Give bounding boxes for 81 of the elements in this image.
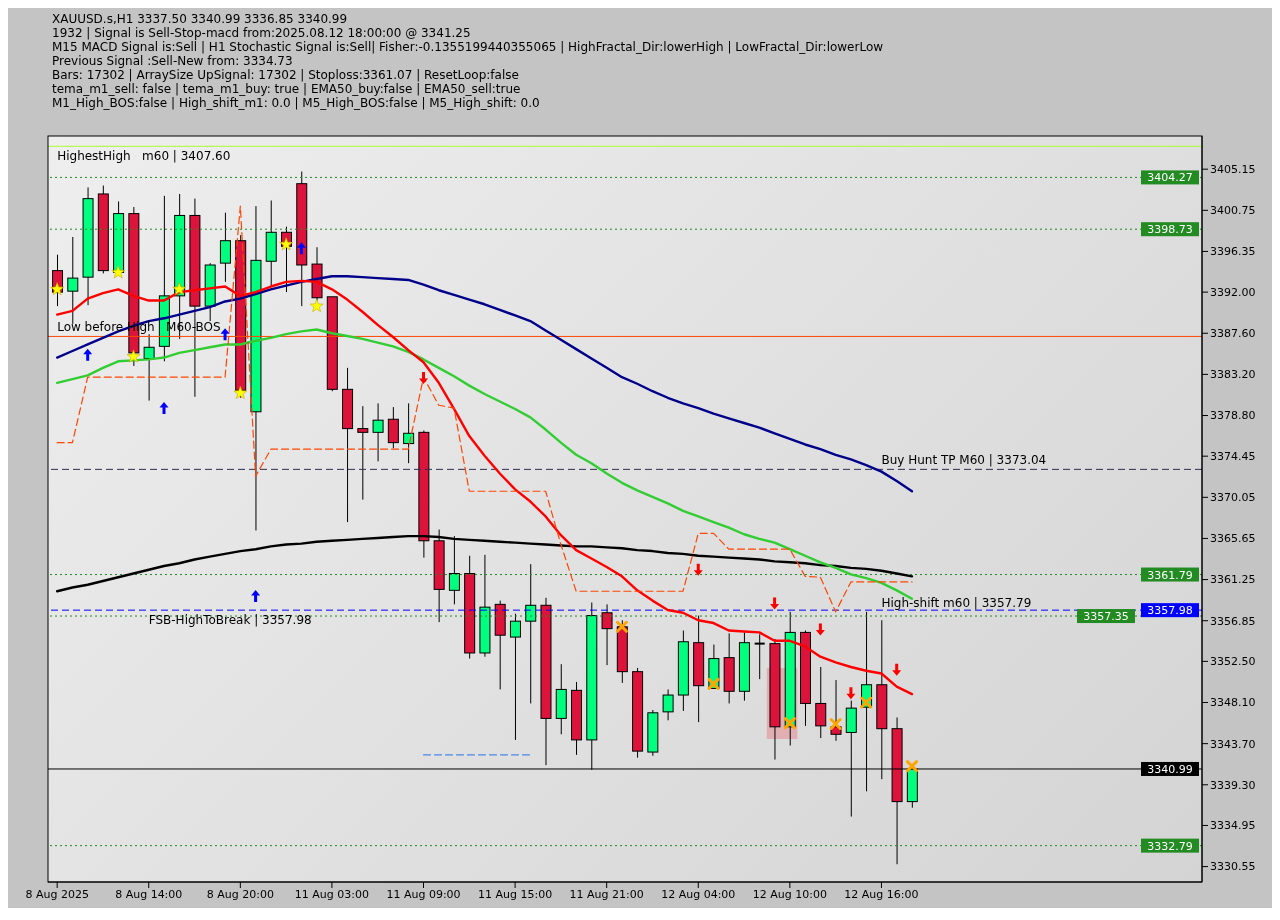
point	[846, 687, 856, 700]
point	[172, 282, 187, 296]
annotation: Buy Hunt TP M60 | 3373.04	[881, 453, 1047, 468]
x-tick-label: 11 Aug 15:00	[478, 887, 553, 901]
candlestick	[662, 688, 674, 721]
x-tick-label: 12 Aug 16:00	[844, 887, 919, 901]
candlestick	[815, 666, 827, 739]
y-tick-label: 3365.65	[1210, 532, 1256, 546]
point	[233, 385, 248, 399]
point	[892, 663, 902, 676]
y-tick-label: 3356.85	[1210, 614, 1256, 628]
ref-line-label: 3398.73	[1147, 223, 1193, 237]
y-tick-label: 3370.05	[1210, 491, 1256, 505]
annotation: High-shift m60 | 3357.79	[881, 595, 1032, 610]
candlestick	[143, 333, 155, 402]
text: M15 MACD Signal is:Sell | H1 Stochastic Signal is:Sell| Fisher:-0.1355199440355065 | HighFractal_Dir:lowerHigh | LowFractal_Dir:lowerLow	[52, 40, 885, 54]
point	[83, 348, 93, 361]
point	[50, 282, 64, 296]
x-tick-label: 8 Aug 20:00	[206, 887, 274, 901]
text: Bars: 17302 | ArraySize UpSignal: 17302 | Stoploss:3361.07 | ResetLoop:false	[52, 68, 520, 82]
ref-line-label: 3357.98	[1147, 604, 1193, 618]
text: Previous Signal :Sell-New from: 3334.73	[52, 54, 294, 68]
point	[783, 717, 796, 730]
y-tick-label: 3400.75	[1210, 204, 1256, 218]
point	[693, 563, 703, 576]
y-tick-label: 3374.45	[1210, 450, 1256, 464]
point	[159, 402, 169, 415]
candlestick	[509, 613, 521, 741]
y-tick-label: 3361.25	[1210, 573, 1256, 587]
y-tick-label: 3396.35	[1210, 245, 1256, 259]
point	[419, 372, 429, 385]
x-tick-label: 12 Aug 04:00	[661, 887, 736, 901]
point	[309, 299, 324, 312]
candlestick	[601, 603, 613, 666]
ref-line-label: 3340.99	[1147, 762, 1193, 776]
y-tick-label: 3392.00	[1210, 286, 1256, 300]
point	[860, 696, 873, 709]
ref-line-label: 3361.79	[1147, 568, 1193, 582]
candlestick	[403, 402, 415, 464]
chart-title: XAUUSD.s,H1 3337.50 3340.99 3336.85 3340.99	[52, 12, 349, 26]
text: 1932 | Signal is Sell-Stop-macd from:2025.08.12 18:00:00 @ 3341.25	[52, 26, 472, 40]
point	[279, 237, 293, 251]
x-tick-label: 11 Aug 21:00	[569, 887, 644, 901]
x-tick-label: 8 Aug 2025	[25, 887, 89, 901]
point	[707, 677, 720, 690]
candlestick	[357, 405, 369, 501]
point	[815, 623, 825, 636]
x-tick-label: 12 Aug 10:00	[752, 887, 827, 901]
candlestick	[219, 212, 231, 283]
x-tick-label: 11 Aug 03:00	[294, 887, 370, 901]
annotation: FSB-HighToBreak | 3357.98	[148, 613, 312, 628]
y-tick-label: 3405.15	[1210, 163, 1256, 177]
y-tick-label: 3387.60	[1210, 327, 1256, 341]
y-tick-label: 3352.50	[1210, 655, 1256, 669]
annotation: HighestHigh m60 | 3407.60	[57, 149, 231, 164]
point	[220, 328, 230, 341]
x-tick-label: 8 Aug 14:00	[115, 887, 183, 901]
y-tick-label: 3383.20	[1210, 368, 1256, 382]
candlestick	[372, 402, 384, 462]
point	[905, 760, 918, 773]
ref-line-label: 3404.27	[1147, 171, 1193, 185]
point	[111, 265, 125, 279]
point	[126, 349, 141, 363]
point	[296, 242, 306, 255]
y-tick-label: 3343.70	[1210, 737, 1256, 751]
point	[829, 718, 842, 731]
candlestick	[753, 633, 766, 680]
y-tick-label: 3348.10	[1210, 696, 1256, 710]
y-tick-label: 3334.95	[1210, 819, 1256, 833]
y-tick-label: 3378.80	[1210, 409, 1256, 423]
point	[615, 620, 628, 633]
ref-line-label: 3357.35	[1083, 610, 1129, 624]
candlestick	[387, 406, 399, 449]
text: M1_High_BOS:false | High_shift_m1: 0.0 | M5_High_BOS:false | M5_High_shift: 0.0	[52, 96, 541, 110]
x-tick-label: 11 Aug 09:00	[386, 887, 461, 901]
y-tick-label: 3330.55	[1210, 860, 1256, 874]
point	[770, 597, 780, 610]
ref-line-label: 3332.79	[1147, 839, 1193, 853]
text: tema_m1_sell: false | tema_m1_buy: true | EMA50_buy:false | EMA50_sell:true	[52, 82, 522, 96]
point	[251, 589, 261, 602]
y-tick-label: 3339.30	[1210, 778, 1256, 792]
